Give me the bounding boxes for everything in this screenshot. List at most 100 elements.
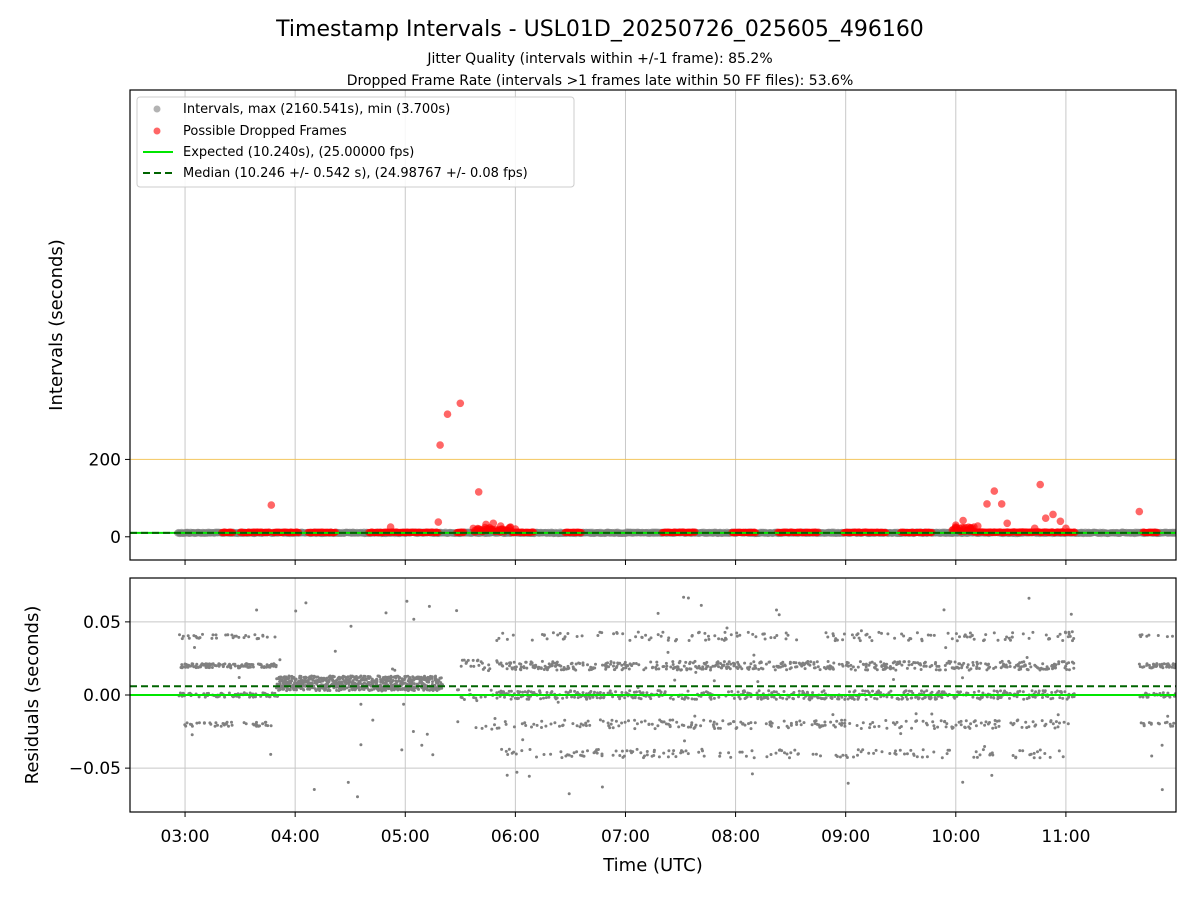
residual-point	[913, 666, 917, 670]
residual-point	[684, 660, 688, 664]
residual-point	[923, 660, 927, 664]
residual-point	[545, 637, 549, 641]
residual-point	[774, 690, 778, 694]
residual-point	[593, 690, 596, 694]
residual-point	[948, 748, 951, 752]
residual-point	[795, 665, 799, 669]
bottom-x-tick-label: 06:00	[491, 827, 540, 847]
residual-point	[355, 678, 359, 682]
residual-point	[922, 664, 926, 668]
residual-point	[709, 697, 713, 701]
residual-point	[266, 724, 270, 728]
residual-point	[274, 663, 278, 667]
residual-point	[943, 719, 947, 723]
residual-point	[717, 695, 721, 699]
residual-point	[868, 726, 872, 730]
residual-point	[767, 689, 771, 693]
residual-point	[889, 666, 893, 670]
residual-point	[1146, 695, 1150, 699]
residual-point	[1072, 666, 1076, 670]
dropped-frame-outlier	[959, 516, 967, 525]
residual-point	[925, 755, 929, 759]
residual-point	[474, 726, 478, 730]
residual-point	[688, 660, 692, 664]
residual-point	[806, 691, 809, 695]
residual-point	[468, 688, 471, 692]
residual-point	[886, 632, 890, 636]
residual-point	[384, 611, 388, 615]
residual-point	[237, 695, 241, 699]
residual-point	[774, 751, 778, 755]
residual-point	[471, 658, 475, 662]
residual-point	[717, 637, 721, 641]
residual-point	[737, 663, 741, 667]
residual-point	[702, 691, 706, 695]
residual-point	[185, 721, 189, 725]
residual-point	[915, 631, 919, 635]
residual-point	[1061, 755, 1065, 759]
residual-point	[645, 750, 649, 753]
residual-point	[202, 721, 206, 725]
residual-point	[230, 720, 233, 724]
residual-point	[972, 755, 976, 759]
residual-point	[1027, 636, 1031, 640]
residual-point	[965, 635, 969, 639]
residual-point	[951, 726, 955, 729]
residual-point	[1031, 720, 1035, 724]
residual-point	[910, 726, 914, 730]
residual-point	[550, 690, 554, 694]
residual-point	[593, 666, 597, 670]
residual-point	[227, 691, 231, 695]
residual-point	[495, 660, 499, 664]
residual-point	[325, 676, 329, 680]
residual-point	[703, 631, 707, 635]
residual-point	[1072, 661, 1076, 665]
residual-point	[657, 755, 661, 759]
residual-point	[708, 719, 712, 723]
residual-point	[891, 666, 895, 670]
residual-point	[693, 725, 697, 729]
residual-point	[553, 721, 557, 725]
residual-point	[808, 663, 812, 667]
residual-point	[595, 696, 599, 700]
residual-point	[885, 726, 889, 730]
residual-point	[530, 725, 533, 729]
residual-point	[777, 726, 780, 729]
residual-point	[973, 719, 977, 723]
residual-point	[606, 661, 609, 665]
residual-point	[718, 754, 722, 758]
residual-point	[612, 661, 616, 665]
residual-point	[1027, 725, 1031, 729]
residual-point	[427, 604, 431, 608]
residual-point	[682, 724, 686, 727]
residual-point	[586, 749, 589, 753]
residual-point	[716, 662, 720, 666]
residual-point	[1021, 690, 1025, 694]
residual-point	[1018, 749, 1022, 753]
residual-point	[242, 636, 246, 640]
residual-point	[664, 667, 668, 671]
residual-point	[514, 752, 518, 756]
residual-point	[864, 665, 868, 669]
residual-point	[963, 726, 967, 730]
residual-point	[611, 726, 615, 730]
residual-point	[521, 690, 525, 694]
residual-point	[519, 662, 523, 666]
residual-point	[849, 667, 853, 671]
residual-point	[615, 631, 619, 634]
residual-point	[912, 753, 916, 757]
residual-point	[1022, 660, 1026, 664]
residual-point	[572, 751, 576, 755]
residual-point	[650, 666, 654, 670]
residual-point	[732, 720, 736, 724]
residual-point	[215, 636, 218, 640]
residual-point	[635, 722, 639, 726]
residual-point	[921, 748, 925, 752]
residual-point	[630, 664, 634, 668]
residual-point	[1063, 690, 1067, 694]
residual-point	[684, 749, 688, 753]
residual-point	[810, 723, 814, 727]
residual-point	[1058, 721, 1061, 725]
residual-point	[1150, 754, 1154, 758]
